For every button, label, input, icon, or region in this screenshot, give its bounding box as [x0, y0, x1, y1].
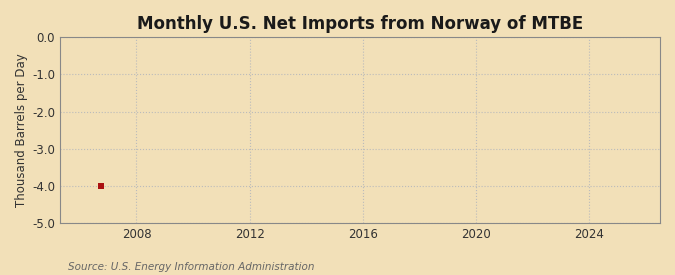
Title: Monthly U.S. Net Imports from Norway of MTBE: Monthly U.S. Net Imports from Norway of …: [137, 15, 583, 33]
Y-axis label: Thousand Barrels per Day: Thousand Barrels per Day: [15, 53, 28, 207]
Text: Source: U.S. Energy Information Administration: Source: U.S. Energy Information Administ…: [68, 262, 314, 272]
